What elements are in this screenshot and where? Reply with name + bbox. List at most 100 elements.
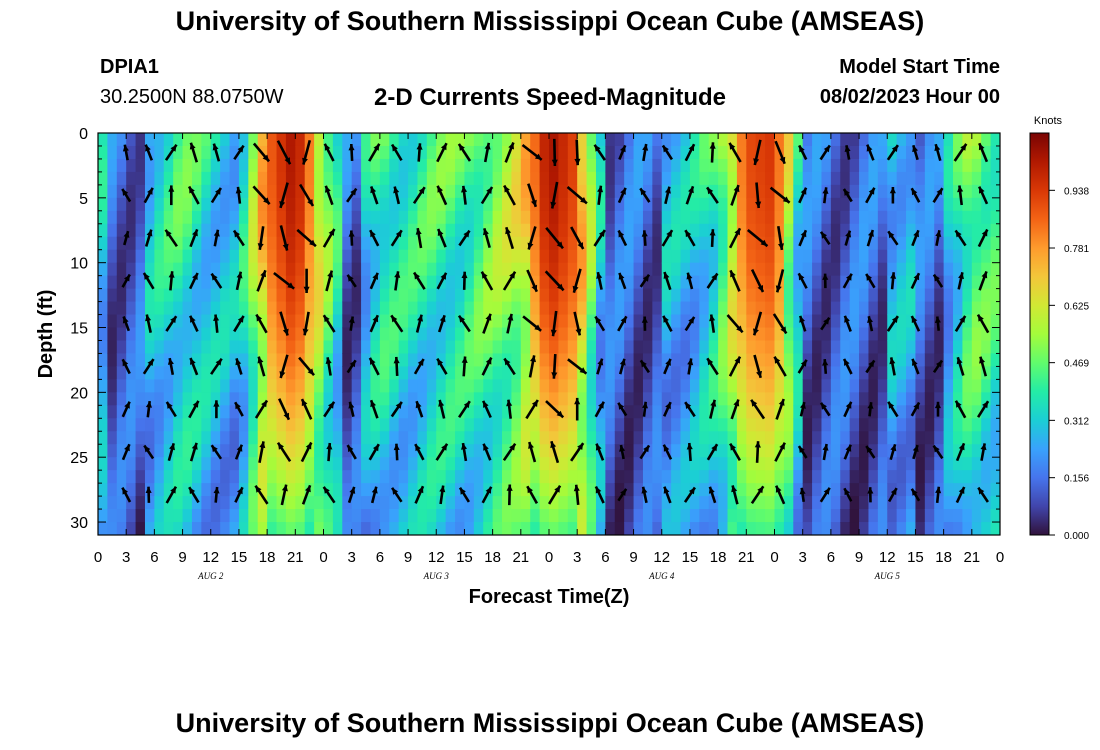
heatmap-cell	[408, 288, 419, 303]
heatmap-cell	[502, 327, 513, 342]
heatmap-cell	[962, 236, 973, 251]
heatmap-cell	[868, 483, 879, 497]
station-id: DPIA1	[100, 56, 159, 78]
heatmap-cell	[361, 353, 372, 368]
heatmap-cell	[633, 249, 644, 264]
heatmap-cell	[154, 133, 165, 147]
heatmap-cell	[558, 340, 569, 355]
heatmap-cell	[248, 379, 259, 393]
heatmap-cell	[755, 184, 766, 199]
heatmap-cell	[595, 509, 606, 523]
heatmap-cell	[492, 431, 503, 445]
current-arrow	[255, 313, 268, 334]
heatmap-cell	[398, 314, 409, 329]
heatmap-cell	[267, 236, 278, 251]
heatmap-cell	[201, 236, 212, 251]
heatmap-cell	[107, 133, 118, 147]
heatmap-cell	[483, 379, 494, 393]
heatmap-cell	[614, 275, 625, 290]
heatmap-cell	[163, 314, 174, 329]
heatmap-cell	[473, 314, 484, 329]
heatmap-cell	[285, 509, 296, 523]
heatmap-cell	[755, 288, 766, 303]
heatmap-cell	[746, 210, 757, 225]
heatmap-cell	[990, 210, 1000, 225]
heatmap-cell	[342, 340, 353, 355]
heatmap-cell	[859, 236, 870, 251]
heatmap-cell	[962, 223, 973, 238]
heatmap-cell	[98, 509, 108, 523]
heatmap-cell	[943, 353, 954, 368]
heatmap-cell	[398, 327, 409, 342]
heatmap-cell	[765, 496, 776, 510]
heatmap-cell	[285, 133, 296, 147]
heatmap-cell	[173, 145, 184, 160]
heatmap-cell	[492, 522, 503, 535]
heatmap-cell	[182, 288, 193, 303]
heatmap-cell	[718, 327, 729, 342]
heatmap-cell	[915, 405, 926, 419]
heatmap-cell	[990, 158, 1000, 173]
heatmap-cell	[267, 171, 278, 186]
heatmap-cell	[887, 249, 898, 264]
heatmap-cell	[455, 353, 466, 368]
heatmap-cell	[821, 379, 832, 393]
heatmap-cell	[614, 288, 625, 303]
heatmap-cell	[267, 379, 278, 393]
heatmap-cell	[652, 223, 663, 238]
heatmap-cell	[567, 327, 578, 342]
heatmap-cell	[877, 210, 888, 225]
current-arrow	[121, 273, 131, 288]
heatmap-cell	[285, 353, 296, 368]
colorbar-tick-label: 0.469	[1064, 359, 1089, 370]
current-arrow	[729, 269, 741, 292]
current-arrow	[797, 272, 808, 289]
heatmap-cell	[859, 249, 870, 264]
heatmap-cell	[98, 470, 108, 484]
current-arrow	[619, 444, 626, 460]
heatmap-cell	[473, 133, 484, 147]
heatmap-cell	[765, 133, 776, 147]
heatmap-cell	[708, 314, 719, 329]
heatmap-cell	[163, 444, 174, 458]
heatmap-cell	[445, 133, 456, 147]
heatmap-cell	[492, 223, 503, 238]
heatmap-cell	[342, 288, 353, 303]
heatmap-cell	[229, 470, 240, 484]
current-arrow	[684, 401, 696, 418]
heatmap-cell	[624, 288, 635, 303]
heatmap-cell	[98, 418, 108, 432]
current-arrow	[774, 442, 786, 462]
heatmap-cell	[257, 275, 268, 290]
heatmap-cell	[173, 301, 184, 316]
heatmap-cell	[765, 262, 776, 277]
heatmap-cell	[783, 236, 794, 251]
heatmap-cell	[793, 184, 804, 199]
heatmap-cell	[981, 444, 992, 458]
heatmap-cell	[304, 275, 315, 290]
heatmap-cell	[426, 509, 437, 523]
heatmap-cell	[323, 366, 334, 380]
heatmap-cell	[783, 314, 794, 329]
heatmap-cell	[990, 366, 1000, 380]
heatmap-cell	[332, 314, 343, 329]
heatmap-cell	[953, 249, 964, 264]
heatmap-cell	[962, 405, 973, 419]
x-tick-label: 0	[94, 549, 102, 566]
heatmap-cell	[934, 158, 945, 173]
heatmap-cell	[699, 301, 710, 316]
heatmap-cell	[812, 392, 823, 406]
heatmap-cell	[389, 379, 400, 393]
heatmap-cell	[727, 431, 738, 445]
current-arrow	[977, 228, 989, 248]
current-arrow	[480, 271, 494, 291]
heatmap-cell	[962, 444, 973, 458]
heatmap-cell	[652, 522, 663, 535]
heatmap-cell	[633, 379, 644, 393]
heatmap-cell	[520, 223, 531, 238]
heatmap-cell	[426, 210, 437, 225]
current-arrow	[390, 143, 403, 162]
current-arrow	[233, 315, 245, 333]
heatmap-cell	[971, 496, 982, 510]
heatmap-cell	[887, 431, 898, 445]
